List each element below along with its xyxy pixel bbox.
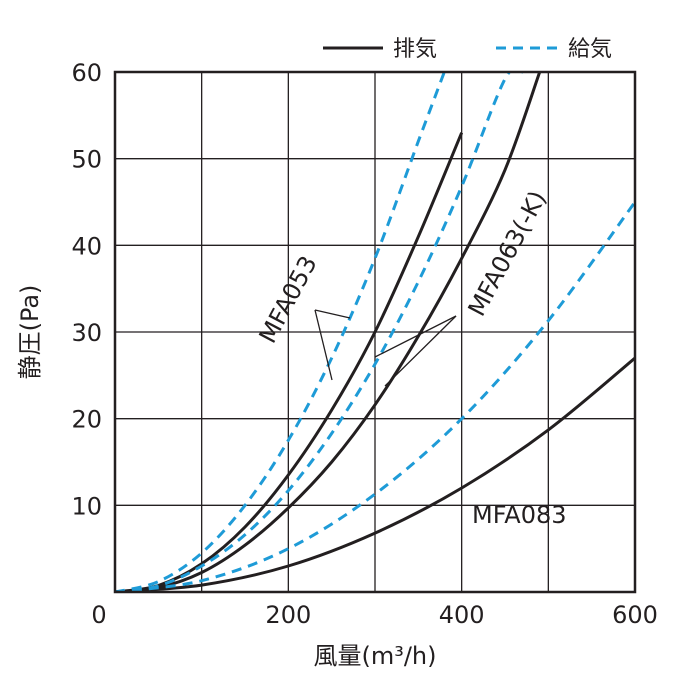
y-tick-label: 20 [71,406,102,434]
series-line-mfa083-supply [115,201,635,592]
x-tick-label: 0 [91,601,106,629]
curve-label-mfa083: MFA083 [472,501,567,529]
y-tick-label: 30 [71,319,102,347]
legend-label-supply: 給気 [568,37,612,62]
y-tick-label: 10 [71,492,102,520]
y-tick-label: 50 [71,146,102,174]
x-axis-title: 風量(m³/h) [313,642,436,670]
y-tick-labels: 10 20 30 40 50 60 [71,59,102,520]
leader-line [384,315,457,387]
series-line-mfa053-exhaust [115,132,464,592]
y-tick-label: 40 [71,232,102,260]
x-tick-label: 400 [439,601,485,629]
y-axis-title: 静圧(Pa) [16,285,44,380]
y-tick-label: 60 [71,59,102,87]
leader-line [314,309,351,319]
series-line-mfa063k-supply [115,72,523,592]
curves [115,72,635,592]
series-line-mfa053-supply [115,72,446,592]
grid [115,72,635,592]
x-tick-labels: 0 200 400 600 [91,601,658,629]
series-line-mfa083-exhaust [115,356,635,592]
legend-label-exhaust: 排気 [393,37,437,62]
curve-label-mfa063: MFA063(-K) [463,186,552,321]
series-line-mfa063k-exhaust [115,72,542,592]
plot-frame [113,70,637,594]
leader-line [314,309,333,381]
x-tick-label: 200 [265,601,311,629]
x-tick-label: 600 [612,601,658,629]
legend: 排気 給気 [323,37,612,62]
leader-line [374,315,457,358]
